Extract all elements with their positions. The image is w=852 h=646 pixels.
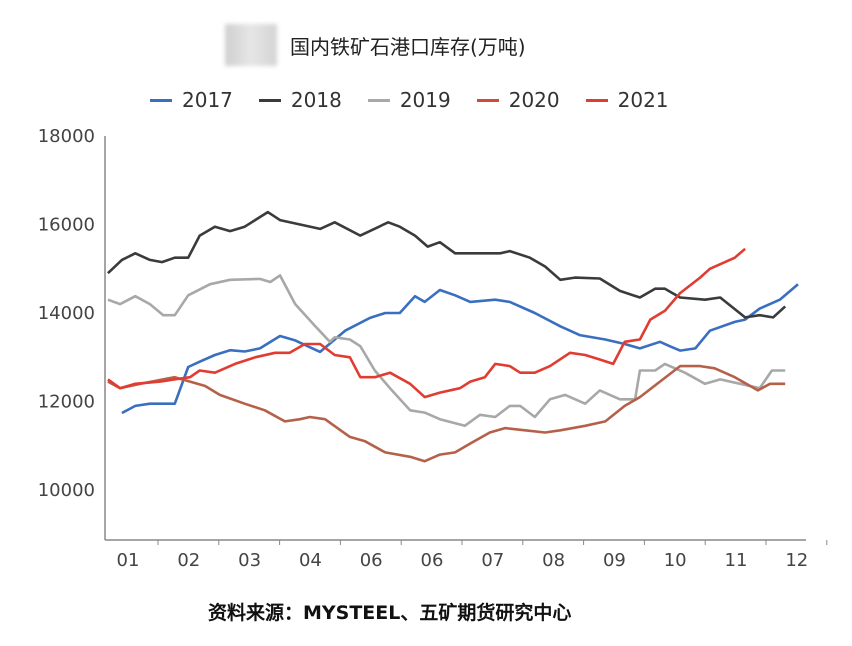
- chart-source: 资料来源：MYSTEEL、五矿期货研究中心: [208, 602, 572, 624]
- series-line-2018: [107, 210, 787, 319]
- x-tick-label: 07: [481, 550, 504, 571]
- series-line-2019: [107, 274, 786, 428]
- legend-swatch: [476, 98, 499, 102]
- x-tick-label: 10: [664, 550, 687, 571]
- x-tick-label: 12: [785, 550, 808, 571]
- x-tick-label: 09: [603, 550, 626, 571]
- legend-swatch: [585, 98, 608, 102]
- legend-item-2018: 2018: [258, 88, 342, 112]
- x-tick-label: 06: [360, 550, 383, 571]
- legend-swatch: [367, 98, 390, 102]
- x-tick-label: 01: [117, 550, 140, 571]
- series-line-2020: [107, 364, 786, 463]
- series-line-2021: [107, 247, 746, 399]
- x-tick-label: 02: [177, 550, 200, 571]
- blurred-logo: [225, 24, 277, 66]
- legend-label: 2020: [508, 88, 560, 112]
- y-tick-label: 16000: [38, 215, 95, 236]
- legend-item-2017: 2017: [150, 88, 233, 112]
- x-tick-label: 11: [725, 550, 748, 571]
- legend-item-2020: 2020: [476, 88, 560, 112]
- x-tick-label: 08: [542, 550, 565, 571]
- y-tick-label: 14000: [38, 303, 95, 324]
- legend-item-2019: 2019: [367, 88, 451, 112]
- x-tick-label: 03: [238, 550, 261, 571]
- chart-title: 国内铁矿石港口库存(万吨): [290, 35, 526, 59]
- legend-swatch: [150, 98, 172, 102]
- y-tick-label: 12000: [38, 392, 95, 413]
- x-tick-label: 06: [421, 550, 444, 571]
- legend-label: 2017: [182, 88, 233, 112]
- legend-swatch: [258, 98, 281, 102]
- y-tick-label: 10000: [38, 480, 95, 501]
- legend-label: 2018: [290, 88, 342, 112]
- y-tick-label: 18000: [38, 126, 95, 147]
- legend-label: 2021: [617, 88, 669, 112]
- series-line-2017: [121, 283, 799, 415]
- x-tick-label: 04: [299, 550, 322, 571]
- legend-label: 2019: [399, 88, 451, 112]
- legend: 2017 2018 2019 2020 2021: [150, 88, 669, 112]
- legend-item-2021: 2021: [585, 88, 669, 112]
